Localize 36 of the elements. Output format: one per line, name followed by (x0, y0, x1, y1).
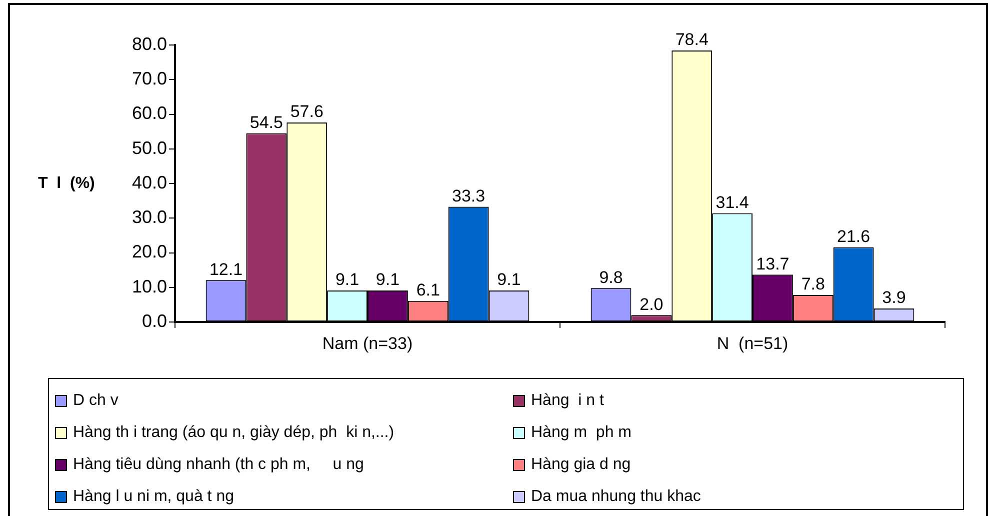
data-label: 33.3 (452, 186, 486, 206)
data-label: 12.1 (209, 260, 243, 279)
legend-label: Hàng gia d ng (531, 456, 631, 474)
legend-label: Hàng tiêu dùng nhanh (th c ph m, u ng (73, 456, 364, 474)
x-tick-label: Nam (n=33) (322, 334, 413, 353)
legend-label: Hàng l u ni m, quà t ng (73, 488, 234, 506)
y-tick-label: 40.0 (132, 172, 167, 192)
data-label: 9.1 (376, 270, 400, 290)
data-label: 9.1 (497, 270, 521, 290)
data-label: 21.6 (837, 226, 870, 246)
data-label: 13.7 (756, 254, 790, 274)
data-label: 3.9 (882, 288, 906, 308)
data-label: 57.6 (290, 102, 324, 122)
legend-label: Hàng i n t (531, 392, 604, 410)
y-tick-label: 60.0 (132, 103, 167, 124)
legend-label: Hàng th i trang (áo qu n, giày dép, ph ki n,...) (73, 424, 394, 442)
y-axis-title: T l (%) (38, 174, 95, 192)
data-label: 2.0 (640, 294, 664, 314)
data-label: 9.8 (599, 268, 623, 287)
data-label: 7.8 (801, 274, 825, 294)
y-tick-label: 30.0 (132, 207, 167, 228)
y-tick-label: 80.0 (132, 34, 167, 54)
x-tick-label: N (n=51) (716, 334, 788, 353)
data-label: 9.1 (335, 270, 360, 290)
y-tick-label: 10.0 (132, 276, 167, 296)
y-tick-label: 70.0 (132, 68, 167, 89)
data-label: 54.5 (250, 112, 283, 132)
data-label: 78.4 (675, 30, 708, 50)
legend-label: Hàng m ph m (531, 424, 632, 442)
y-tick-label: 0.0 (142, 310, 167, 331)
legend-label: D ch v (73, 392, 118, 410)
legend-label: Da mua nhung thu khac (531, 488, 701, 506)
y-tick-label: 50.0 (132, 138, 167, 158)
y-tick-label: 20.0 (132, 242, 167, 262)
data-label: 31.4 (716, 192, 749, 212)
data-label: 6.1 (416, 280, 440, 300)
